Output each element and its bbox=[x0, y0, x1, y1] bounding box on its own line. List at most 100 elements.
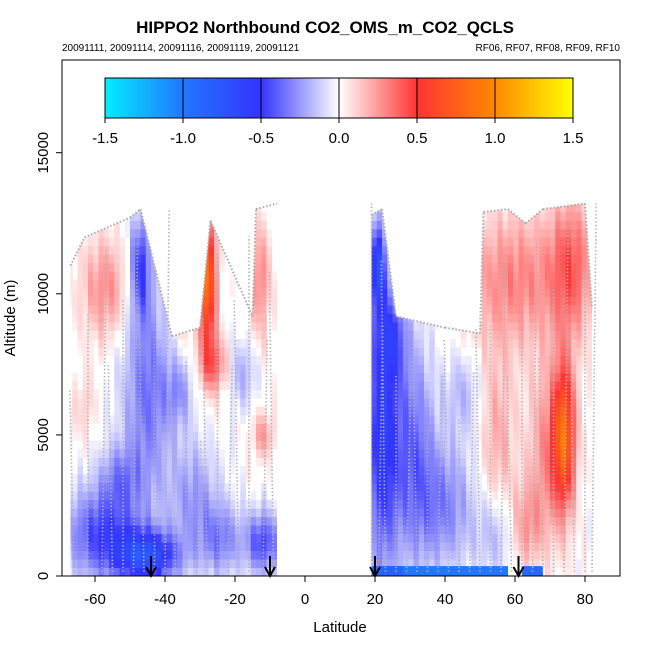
heatmap-cell bbox=[114, 355, 120, 365]
heatmap-cell bbox=[82, 398, 89, 408]
heatmap-cell bbox=[518, 279, 525, 289]
heatmap-cell bbox=[487, 338, 493, 348]
heatmap-cell bbox=[214, 457, 220, 467]
heatmap-cell bbox=[523, 364, 530, 374]
heatmap-cell bbox=[397, 516, 404, 526]
heatmap-cell bbox=[502, 228, 509, 238]
heatmap-cell bbox=[571, 338, 577, 348]
heatmap-cell bbox=[492, 415, 498, 425]
heatmap-cell bbox=[151, 499, 157, 509]
heatmap-cell bbox=[487, 228, 493, 238]
heatmap-cell bbox=[397, 482, 404, 492]
heatmap-cell bbox=[198, 499, 204, 509]
heatmap-cell bbox=[266, 228, 273, 238]
heatmap-cell bbox=[177, 322, 183, 331]
heatmap-cell bbox=[261, 288, 267, 298]
heatmap-cell bbox=[145, 398, 152, 408]
heatmap-cell bbox=[77, 542, 84, 552]
heatmap-cell bbox=[70, 423, 73, 433]
heatmap-cell bbox=[235, 432, 241, 441]
heatmap-cell bbox=[487, 398, 493, 408]
heatmap-cell bbox=[198, 542, 204, 552]
heatmap-cell bbox=[460, 406, 467, 416]
heatmap-cell bbox=[523, 525, 530, 535]
heatmap-cell bbox=[508, 406, 514, 416]
heatmap-cell bbox=[392, 432, 399, 441]
heatmap-cell bbox=[208, 296, 215, 306]
heatmap-cell bbox=[371, 228, 378, 238]
heatmap-cell bbox=[418, 423, 425, 433]
heatmap-cell bbox=[145, 559, 152, 568]
flight-track-top bbox=[483, 208, 509, 213]
heatmap-cell bbox=[177, 398, 183, 408]
heatmap-cell bbox=[145, 220, 152, 230]
heatmap-cell bbox=[466, 465, 472, 475]
heatmap-cell bbox=[502, 211, 509, 221]
heatmap-cell bbox=[208, 237, 215, 247]
heatmap-cell bbox=[145, 525, 152, 535]
heatmap-cell bbox=[560, 457, 567, 467]
heatmap-cell bbox=[193, 423, 199, 433]
heatmap-cell bbox=[166, 482, 173, 492]
heatmap-cell bbox=[245, 398, 252, 408]
heatmap-cell bbox=[88, 449, 94, 458]
heatmap-cell bbox=[502, 330, 509, 340]
heatmap-cell bbox=[166, 491, 173, 501]
heatmap-cell bbox=[382, 398, 388, 408]
heatmap-cell bbox=[271, 398, 278, 408]
heatmap-cell bbox=[214, 220, 220, 230]
heatmap-cell bbox=[565, 567, 572, 576]
heatmap-cell bbox=[376, 347, 383, 357]
heatmap-cell bbox=[387, 347, 393, 357]
heatmap-cell bbox=[529, 508, 535, 518]
heatmap-cell bbox=[518, 432, 525, 441]
heatmap-cell bbox=[103, 237, 110, 247]
heatmap-cell bbox=[376, 372, 383, 382]
heatmap-cell bbox=[208, 245, 215, 255]
heatmap-cell bbox=[140, 203, 147, 213]
heatmap-cell bbox=[403, 355, 409, 365]
heatmap-cell bbox=[471, 415, 477, 425]
heatmap-cell bbox=[182, 482, 189, 492]
heatmap-cell bbox=[534, 288, 540, 298]
heatmap-cell bbox=[114, 423, 120, 433]
heatmap-cell bbox=[229, 347, 236, 357]
heatmap-cell bbox=[219, 364, 225, 374]
heatmap-cell bbox=[140, 228, 147, 238]
heatmap-cell bbox=[371, 398, 378, 408]
heatmap-cell bbox=[208, 516, 215, 526]
heatmap-cell bbox=[550, 203, 556, 213]
heatmap-cell bbox=[172, 567, 178, 576]
heatmap-cell bbox=[109, 449, 115, 458]
heatmap-cell bbox=[513, 288, 519, 298]
heatmap-cell bbox=[193, 330, 199, 340]
heatmap-cell bbox=[529, 372, 535, 382]
heatmap-cell bbox=[481, 389, 488, 399]
heatmap-cell bbox=[151, 279, 157, 289]
heatmap-cell bbox=[413, 482, 420, 492]
heatmap-cell bbox=[208, 338, 215, 348]
heatmap-cell bbox=[476, 364, 483, 374]
heatmap-cell bbox=[502, 322, 509, 331]
heatmap-cell bbox=[140, 465, 147, 475]
heatmap-cell bbox=[124, 330, 131, 340]
heatmap-cell bbox=[392, 330, 399, 340]
heatmap-cell bbox=[72, 279, 78, 289]
heatmap-cell bbox=[492, 508, 498, 518]
heatmap-cell bbox=[424, 372, 430, 382]
heatmap-cell bbox=[88, 313, 94, 323]
heatmap-cell bbox=[271, 288, 278, 298]
heatmap-cell bbox=[229, 542, 236, 552]
heatmap-cell bbox=[182, 449, 189, 458]
heatmap-cell bbox=[93, 330, 99, 340]
heatmap-cell bbox=[523, 203, 530, 213]
heatmap-cell bbox=[413, 499, 420, 509]
heatmap-cell bbox=[250, 305, 257, 314]
heatmap-cell bbox=[481, 305, 488, 314]
heatmap-cell bbox=[198, 330, 204, 340]
heatmap-cell bbox=[450, 406, 456, 416]
heatmap-cell bbox=[109, 305, 115, 314]
heatmap-cell bbox=[539, 228, 546, 238]
heatmap-cell bbox=[182, 457, 189, 467]
heatmap-cell bbox=[250, 423, 257, 433]
